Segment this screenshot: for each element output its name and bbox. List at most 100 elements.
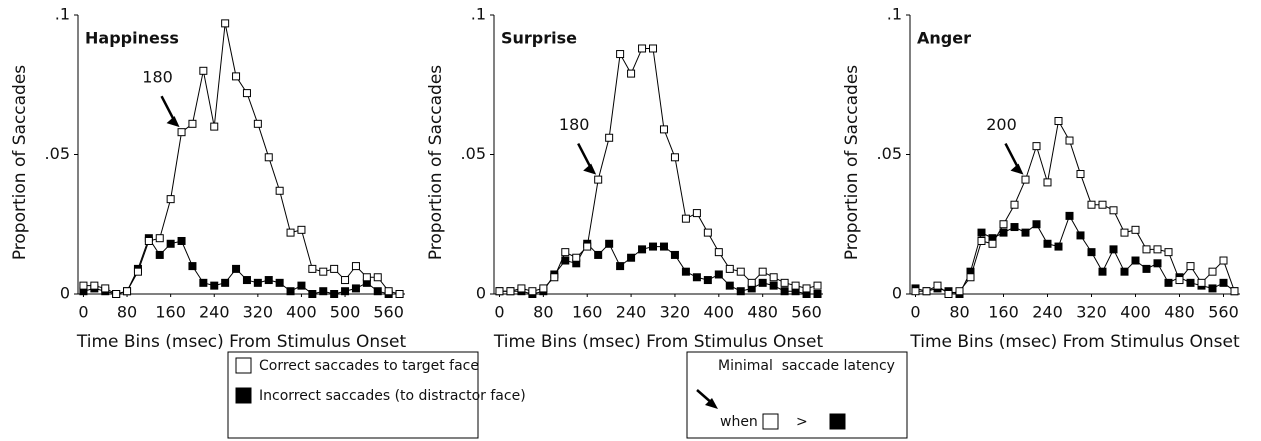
marker [253,119,262,128]
marker [166,195,175,204]
marker [627,69,636,78]
legend-box [227,351,479,439]
marker [199,278,208,287]
marker [133,267,142,276]
marker [769,273,778,282]
annotation-arrowhead [583,163,597,175]
marker [703,276,712,285]
marker [1076,170,1085,179]
note-open-box [762,413,779,430]
marker [922,287,931,296]
marker [242,89,251,98]
y-axis-label: Proportion of Saccades [842,65,862,260]
panel-title: Surprise [501,29,577,48]
y-axis-label: Proportion of Saccades [426,65,446,260]
x-tick-label: 0 [494,303,504,322]
marker [1164,248,1173,257]
y-tick-label: .05 [877,144,902,163]
marker [659,242,668,251]
x-axis-label: Time Bins (msec) From Stimulus Onset [909,332,1240,352]
marker [638,44,647,53]
marker [330,290,339,298]
marker [572,253,581,262]
annotation-label: 180 [142,68,173,87]
marker [670,153,679,162]
marker [264,153,273,162]
marker [210,281,219,290]
x-tick-label: 480 [1164,303,1195,322]
marker [79,281,88,290]
marker [1109,245,1118,254]
marker [373,273,382,282]
marker [199,66,208,75]
x-tick-label: 560 [373,303,404,322]
y-tick-label: .1 [887,5,902,24]
marker [681,267,690,276]
legend-swatch [235,387,252,404]
marker [351,284,360,293]
marker [1098,200,1107,209]
marker [1087,200,1096,209]
annotation-arrowhead [1010,163,1024,175]
y-tick-label: 0 [476,284,486,303]
marker [275,186,284,195]
marker [90,281,99,290]
annotation-label: 180 [559,115,590,134]
marker [1186,262,1195,271]
x-tick-label: 400 [286,303,317,322]
marker [758,267,767,276]
marker [999,220,1008,229]
marker [813,290,822,298]
marker [627,253,636,262]
marker [692,209,701,218]
marker [1131,225,1140,234]
marker [1153,245,1162,254]
y-axis-label: Proportion of Saccades [10,65,30,260]
x-tick-label: 80 [949,303,969,322]
note-title: Minimal saccade latency [718,358,895,374]
marker [780,278,789,287]
marker [714,248,723,257]
marker [319,287,328,296]
marker [253,278,262,287]
legend-label: Incorrect saccades (to distractor face) [259,388,526,404]
x-tick-label: 560 [791,303,822,322]
marker [736,267,745,276]
marker [999,228,1008,237]
marker [714,270,723,279]
marker [155,234,164,243]
marker [341,287,350,296]
marker [166,239,175,248]
marker [1098,267,1107,276]
marker [550,273,559,282]
marker [1219,256,1228,265]
marker [1109,206,1118,215]
marker [758,278,767,287]
marker [1175,276,1184,285]
marker [1043,239,1052,248]
marker [944,290,953,298]
marker [351,262,360,271]
note-gt: > [796,414,808,430]
marker [1186,278,1195,287]
marker [275,278,284,287]
marker [330,264,339,273]
marker [177,236,186,245]
marker [1087,248,1096,257]
marker [242,276,251,285]
marker [517,284,526,293]
marker [583,242,592,251]
marker [264,276,273,285]
marker [988,239,997,248]
marker [177,128,186,137]
marker [561,248,570,257]
marker [1021,228,1030,237]
x-tick-label: 480 [747,303,778,322]
x-tick-label: 400 [1120,303,1151,322]
legend-label: Correct saccades to target face [259,358,479,374]
marker [594,175,603,184]
marker [188,119,197,128]
marker [341,276,350,285]
marker [1219,278,1228,287]
marker [297,281,306,290]
